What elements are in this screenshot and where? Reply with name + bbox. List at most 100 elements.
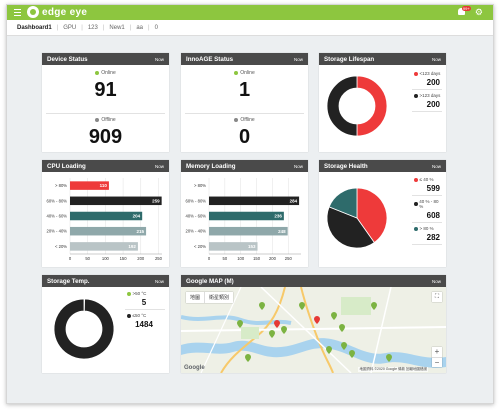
device-status-panel: Device Status Now Online 91 Offline 909 xyxy=(42,53,169,152)
tab-dashboard1[interactable]: Dashboard1 xyxy=(17,24,52,31)
storage-lifespan-panel: Storage Lifespan Now <123 days 200 >123 … xyxy=(319,53,446,152)
tab-gpu[interactable]: GPU xyxy=(63,24,77,31)
zoom-in-button[interactable]: + xyxy=(434,347,440,356)
category-label: 20% - 40% xyxy=(47,229,68,234)
bar xyxy=(70,242,138,251)
category-label: > 80% xyxy=(194,183,206,188)
x-tick-label: 150 xyxy=(253,256,261,261)
x-tick-label: 250 xyxy=(285,256,293,261)
cpu-loading-chart: 0 50 100 150 200 250 > 80% 110 60% - 80% 259 40% -… xyxy=(47,178,163,261)
map-attribution[interactable]: 地圖資料 ©2020 Google 條款 回報地圖錯誤 xyxy=(358,367,428,372)
legend-value: 599 xyxy=(426,184,440,193)
dashboard-window: edge eye 99+ ⚙ Dashboard1 | GPU | 123 | … xyxy=(6,4,494,404)
tab-0[interactable]: 0 xyxy=(154,24,158,31)
panel-header: Storage Temp. Now xyxy=(42,275,169,287)
map-type-satellite-button[interactable]: 衛星類別 xyxy=(204,292,233,303)
panel-header: Storage Lifespan Now xyxy=(319,53,446,65)
dashboard-tabs: Dashboard1 | GPU | 123 | New1 | aa | 0 xyxy=(7,20,493,36)
bar xyxy=(70,226,147,236)
panel-tag: Now xyxy=(431,163,441,169)
divider xyxy=(46,113,165,114)
x-tick-label: 50 xyxy=(85,256,90,261)
bar-value-label: 153 xyxy=(248,244,256,249)
panel-header: CPU Loading Now xyxy=(42,160,169,172)
bar xyxy=(70,196,162,206)
memory-loading-panel: Memory Loading Now 0 50 100 150 200 250 > 80% 6… xyxy=(181,160,308,267)
offline-block: Offline 0 xyxy=(181,117,308,149)
x-tick-label: 250 xyxy=(155,256,163,261)
panel-header: Memory Loading Now xyxy=(181,160,308,172)
panel-header: Device Status Now xyxy=(42,53,169,65)
memory-loading-chart: 0 50 100 150 200 250 > 80% 60% - 80% 284 40% - 60… xyxy=(186,178,301,261)
legend-swatch-icon xyxy=(414,93,418,98)
storage-temp-panel: Storage Temp. Now >50 °C 5 ≤50 °C 1484 xyxy=(42,275,169,373)
category-label: 40% - 60% xyxy=(186,214,207,219)
panel-header: Google MAP (M) Now xyxy=(181,275,446,287)
tab-123[interactable]: 123 xyxy=(87,24,98,31)
category-label: < 20% xyxy=(194,244,206,249)
tab-new1[interactable]: New1 xyxy=(109,24,125,31)
legend-value: 200 xyxy=(426,78,440,87)
tab-separator: | xyxy=(56,24,59,31)
tab-aa[interactable]: aa xyxy=(136,24,143,31)
legend-value: 1484 xyxy=(135,320,153,329)
panel-tag: Now xyxy=(154,56,164,62)
bar xyxy=(70,211,143,221)
pie-slice xyxy=(53,298,115,360)
innoage-status-panel: InnoAGE Status Now Online 1 Offline 0 xyxy=(181,53,308,152)
fullscreen-icon[interactable]: ⛶ xyxy=(432,292,442,302)
panel-title: CPU Loading xyxy=(47,162,86,170)
cpu-loading-panel: CPU Loading Now 0 50 100 150 200 250 > 80% 110 6… xyxy=(42,160,169,267)
x-tick-label: 100 xyxy=(102,256,110,261)
top-bar: edge eye 99+ ⚙ xyxy=(7,5,493,20)
bar xyxy=(209,226,288,236)
panel-tag: Now xyxy=(293,56,303,62)
category-label: 40% - 60% xyxy=(47,214,68,219)
legend-swatch-icon xyxy=(127,291,131,296)
offline-label: Offline xyxy=(101,117,116,123)
online-dot-icon xyxy=(95,71,100,75)
pie-slice xyxy=(356,187,388,244)
panel-tag: Now xyxy=(293,163,303,169)
hamburger-menu-icon[interactable] xyxy=(14,9,21,16)
online-block: Online 1 xyxy=(181,70,308,102)
map-canvas[interactable]: 地圖 衛星類別 ⛶ + − Google 地圖資料 ©2020 Google 條… xyxy=(181,287,446,373)
tab-separator: | xyxy=(102,24,105,31)
map-type-map-button[interactable]: 地圖 xyxy=(190,295,201,301)
x-tick-label: 0 xyxy=(208,256,211,261)
category-label: 60% - 80% xyxy=(186,198,207,203)
panel-tag: Now xyxy=(431,56,441,62)
bar-value-label: 192 xyxy=(128,244,136,249)
offline-dot-icon xyxy=(234,118,239,122)
zoom-out-button[interactable]: − xyxy=(432,357,442,367)
panel-title: Memory Loading xyxy=(186,162,236,170)
category-label: > 80% xyxy=(55,183,67,188)
bar-value-label: 284 xyxy=(290,198,298,203)
legend-value: 200 xyxy=(426,100,440,109)
x-tick-label: 200 xyxy=(269,256,277,261)
legend-swatch-icon xyxy=(414,226,418,231)
online-label: Online xyxy=(240,70,255,76)
google-logo: Google xyxy=(184,365,205,371)
notification-bell-icon[interactable]: 99+ xyxy=(457,6,471,17)
panel-tag: Now xyxy=(431,278,441,284)
storage-lifespan-chart xyxy=(326,75,388,137)
offline-block: Offline 909 xyxy=(42,117,169,149)
map-background xyxy=(181,287,446,373)
panel-header: InnoAGE Status Now xyxy=(181,53,308,65)
legend-label: <123 days xyxy=(419,71,441,76)
settings-gear-icon[interactable]: ⚙ xyxy=(474,7,483,17)
x-tick-label: 0 xyxy=(69,256,72,261)
storage-health-chart xyxy=(326,187,388,249)
x-tick-label: 100 xyxy=(237,256,245,261)
bar-value-label: 248 xyxy=(278,229,286,234)
legend-swatch-icon xyxy=(414,202,418,206)
panel-title: InnoAGE Status xyxy=(186,55,234,63)
storage-temp-legend: >50 °C 5 ≤50 °C 1484 xyxy=(125,291,165,334)
online-count: 91 xyxy=(94,79,117,101)
category-label: 60% - 80% xyxy=(47,198,68,203)
panel-title: Device Status xyxy=(47,55,88,63)
panel-tag: Now xyxy=(154,278,164,284)
x-tick-label: 200 xyxy=(137,256,145,261)
